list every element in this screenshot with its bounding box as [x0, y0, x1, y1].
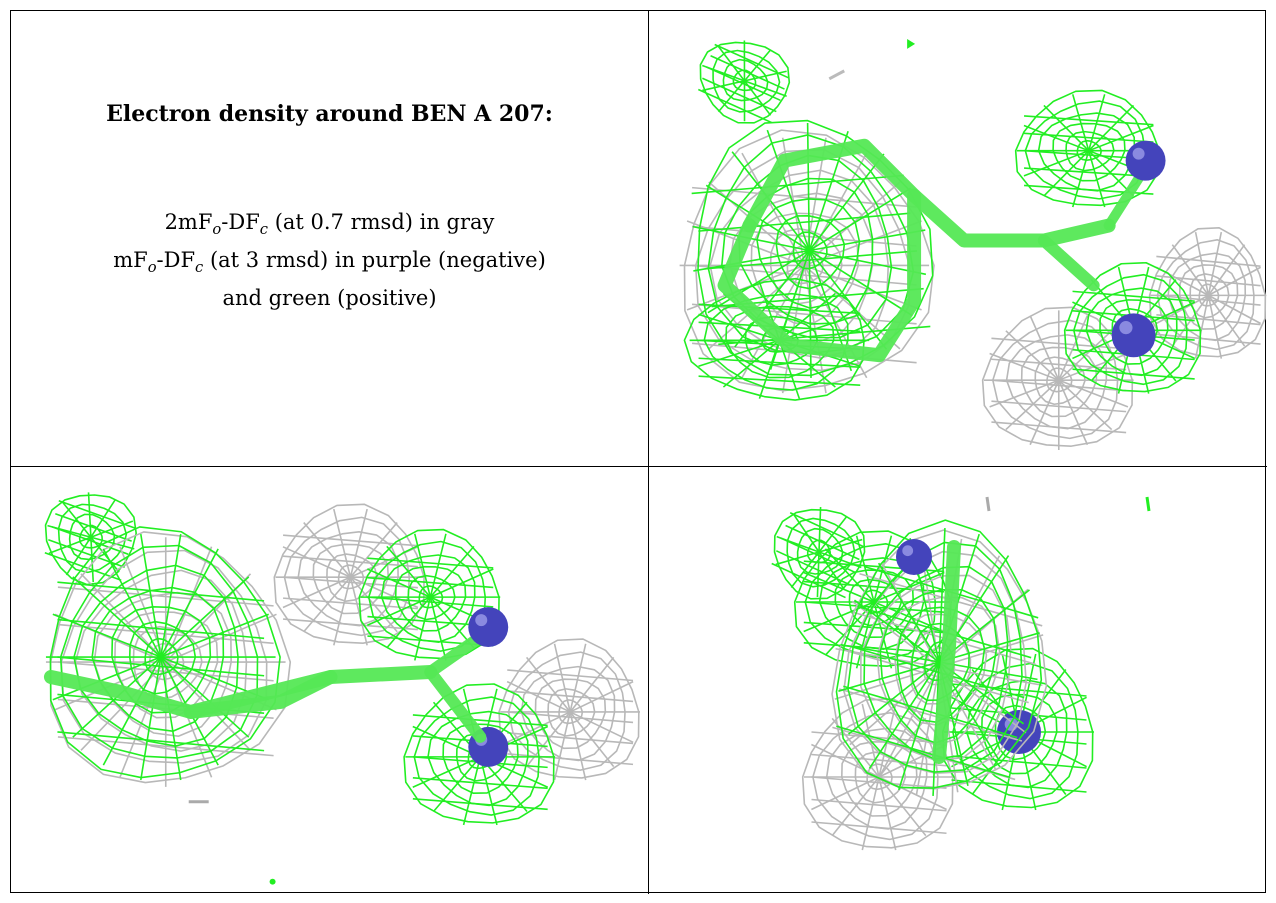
- mesh-fragment-2: [1145, 496, 1151, 512]
- nitrogen-atom-upper-highlight: [1132, 147, 1145, 160]
- mesh-green-top-left: [44, 492, 137, 586]
- density-view-top-right: [649, 11, 1267, 467]
- nitrogen-atom-upper: [468, 607, 509, 648]
- mesh-fragment-1: [828, 69, 845, 81]
- mesh-gray-bottom: [801, 698, 954, 851]
- nitrogen-atom-lower-highlight: [1119, 321, 1133, 335]
- mesh-green-ring: [835, 519, 1043, 796]
- figure-grid: Electron density around BEN A 207: 2mFo-…: [10, 10, 1267, 894]
- density-view-bottom-left: [11, 467, 649, 894]
- caption-line-1-a: 2mF: [164, 210, 213, 234]
- mesh-green-left: [45, 526, 281, 781]
- mesh-green-top: [771, 506, 866, 600]
- caption-line-1-b: -DF: [221, 210, 260, 234]
- nitrogen-atom-upper-highlight: [475, 614, 488, 627]
- density-render-2: [43, 492, 641, 885]
- caption-line-1-c: (at 0.7 rmsd) in gray: [268, 210, 495, 234]
- mesh-fragment-2: [907, 38, 916, 49]
- mesh-gray-right: [1148, 227, 1267, 359]
- density-render-3: [771, 496, 1151, 851]
- caption-title: Electron density around BEN A 207:: [106, 101, 553, 127]
- caption-lines: 2mFo-DFc (at 0.7 rmsd) in gray mFo-DFc (…: [11, 207, 648, 313]
- mesh-fragment-2: [269, 878, 276, 885]
- density-view-bottom-right: [649, 467, 1267, 894]
- mesh-top-cube: [697, 40, 791, 124]
- ligand-stick-ring: [717, 188, 922, 363]
- ligand-stick-amidine: [1037, 234, 1100, 292]
- caption-line-3: and green (positive): [222, 286, 437, 311]
- caption: Electron density around BEN A 207: 2mFo-…: [11, 11, 648, 466]
- caption-line-2: mFo-DFc (at 3 rmsd) in purple (negative): [11, 245, 648, 283]
- nitrogen-atom-upper: [1125, 140, 1166, 181]
- caption-line-2-b: -DF: [156, 248, 196, 273]
- density-render-1: [679, 38, 1267, 451]
- nitrogen-atom-upper: [896, 539, 932, 575]
- caption-line-1: 2mFo-DFc (at 0.7 rmsd) in gray: [11, 207, 648, 245]
- mesh-green-upper-right: [1014, 89, 1161, 208]
- nitrogen-atom-lower: [1111, 313, 1156, 358]
- caption-line-1-sub-c: c: [259, 221, 269, 239]
- ligand-stick-n: [424, 631, 487, 679]
- mesh-fragment-1: [985, 496, 991, 512]
- caption-cell: Electron density around BEN A 207: 2mFo-…: [11, 11, 649, 467]
- nitrogen-atom-upper-highlight: [902, 545, 914, 557]
- caption-line-2-sub-c: c: [195, 259, 204, 277]
- caption-line-2-c: (at 3 rmsd) in purple (negative): [203, 248, 546, 273]
- ligand-stick-amidine: [424, 666, 487, 743]
- mesh-green-lower-left: [683, 277, 870, 401]
- ligand-stick-n: [1103, 165, 1149, 231]
- ligand-stick-ring: [183, 670, 338, 719]
- mesh-gray-top: [273, 503, 426, 646]
- mesh-gray-lower: [981, 306, 1134, 451]
- caption-line-2-a: mF: [113, 248, 148, 273]
- ligand-stick-main: [932, 540, 961, 764]
- caption-line-1-sub-o: o: [212, 221, 222, 239]
- caption-line-2-sub-o: o: [147, 259, 157, 277]
